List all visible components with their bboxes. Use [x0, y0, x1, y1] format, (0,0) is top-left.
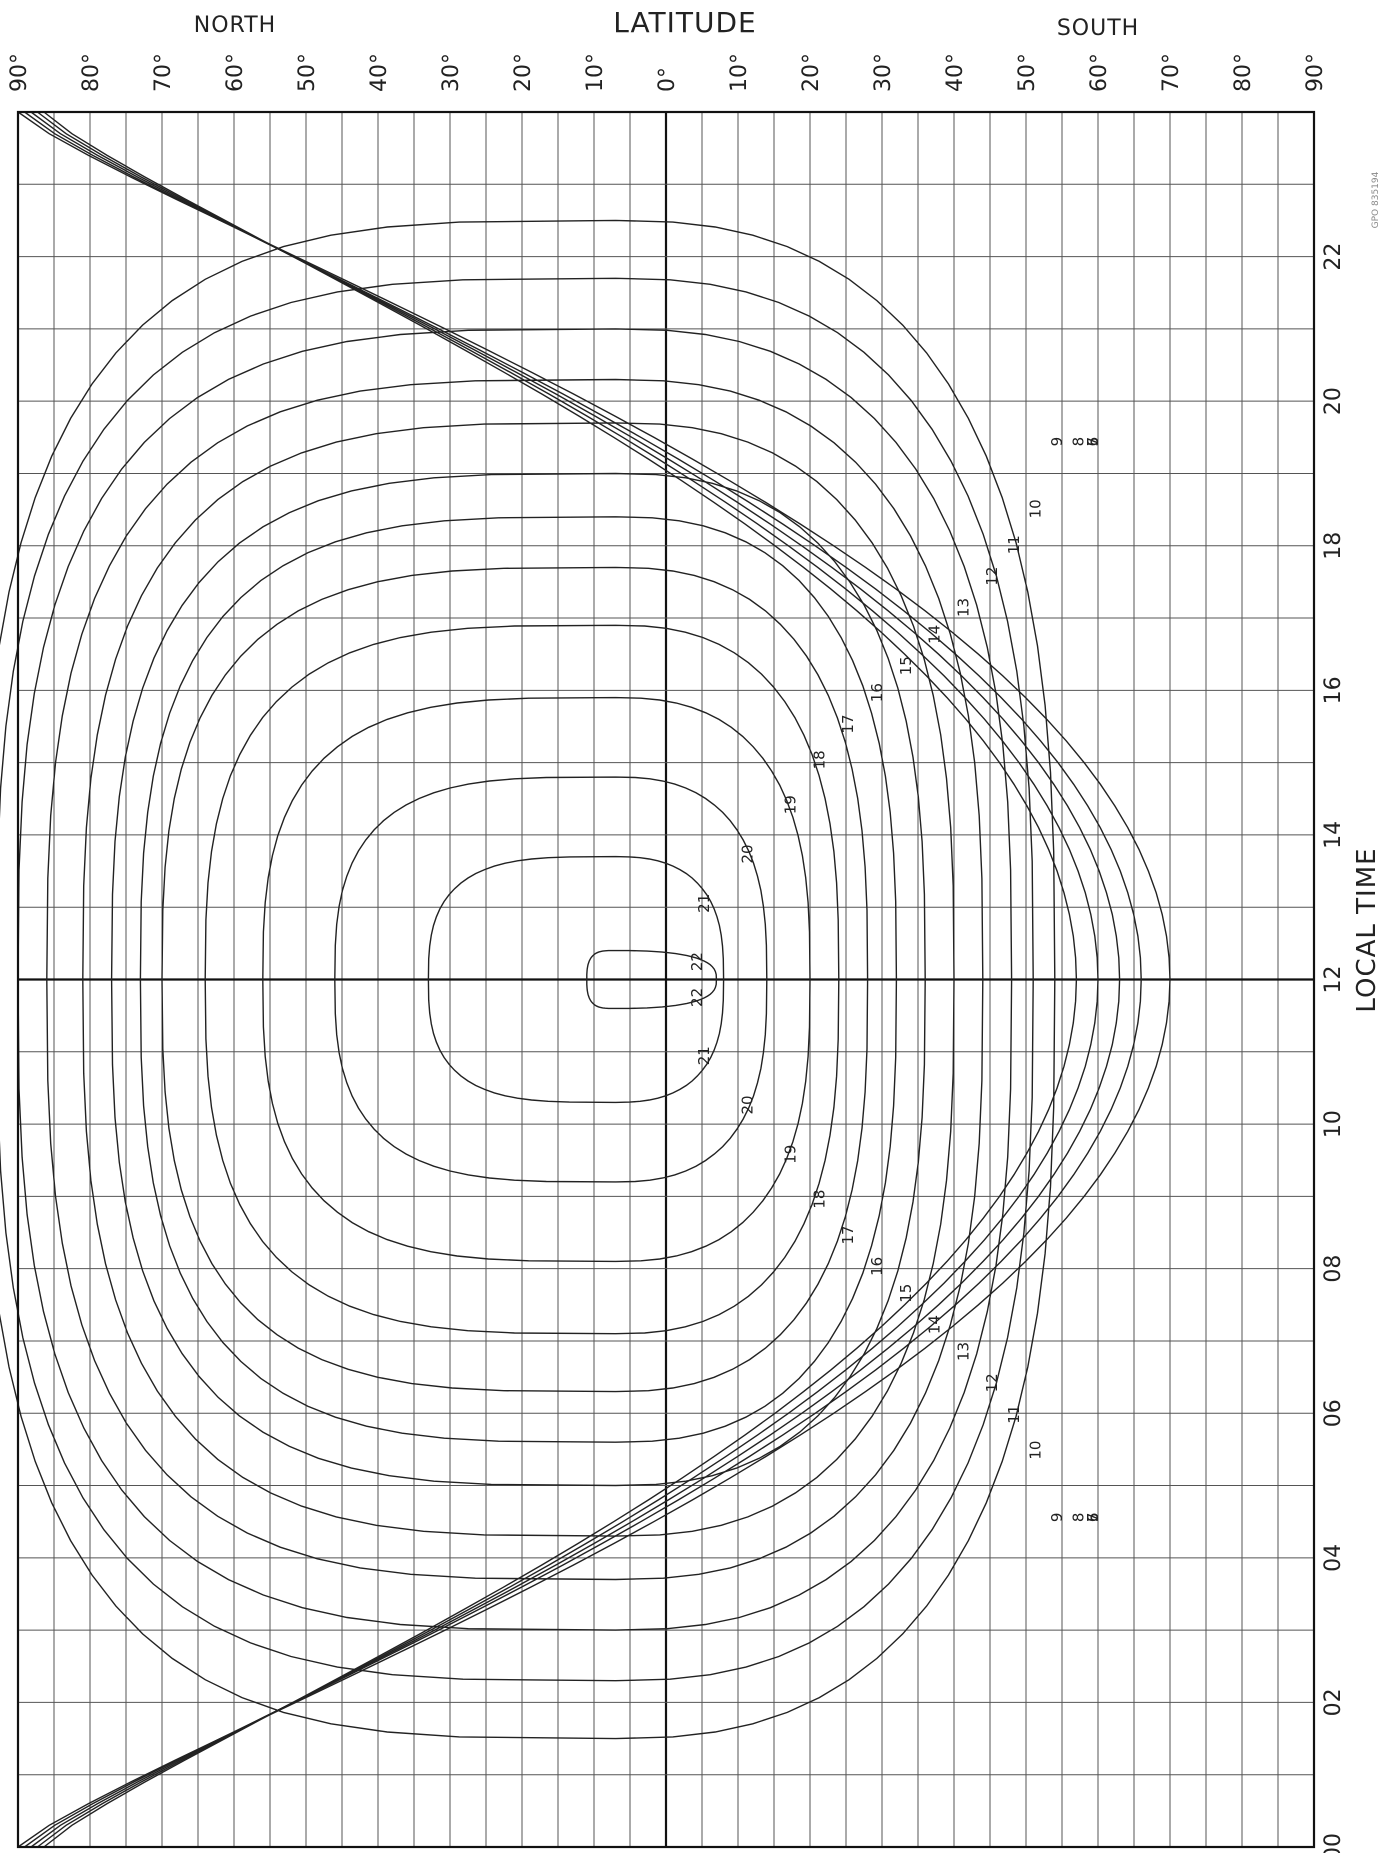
contour-label: 7 — [1084, 437, 1102, 447]
latitude-tick-label: 10° — [583, 53, 608, 92]
contour-label: 15 — [897, 656, 915, 675]
contour-line-17 — [161, 566, 869, 1393]
contour-label: 20 — [738, 1095, 756, 1114]
contour-label: 8 — [1070, 437, 1088, 447]
contour-label: 22 — [688, 952, 706, 971]
latitude-tick-label: 40° — [367, 53, 392, 92]
contour-label: 7 — [1084, 1513, 1102, 1523]
contour-label: 11 — [1005, 535, 1023, 554]
latitude-tick-label: 30° — [439, 53, 464, 92]
contour-label: 10 — [1026, 1441, 1044, 1460]
latitude-tick-label: 0° — [655, 67, 680, 92]
chart-title: LATITUDE — [613, 6, 756, 39]
contour-label: 22 — [688, 988, 706, 1007]
local-time-tick-label: 14 — [1321, 821, 1346, 849]
local-time-tick-label: 22 — [1321, 243, 1346, 271]
latitude-tick-label: 10° — [727, 53, 752, 92]
contour-label: 15 — [897, 1284, 915, 1303]
local-time-tick-label: 12 — [1321, 966, 1346, 994]
contour-label: 20 — [738, 844, 756, 863]
latitude-tick-label: 60° — [1087, 53, 1112, 92]
contour-label: 8 — [1070, 1513, 1088, 1523]
stamp: GPO 835194 — [1371, 171, 1381, 228]
contour-label: 21 — [695, 894, 713, 913]
contour-label: 6 — [1084, 1513, 1102, 1523]
y-axis-label: LOCAL TIME — [1352, 847, 1382, 1012]
contour-label: 21 — [695, 1046, 713, 1065]
latitude-tick-labels: 90° 80° 70° 60° 50° 40° 30° 20° 10° 0° 10° 20° 30° 40… — [7, 53, 1328, 92]
contour-line-9 — [43, 111, 1078, 1848]
latitude-tick-label: 50° — [1015, 53, 1040, 92]
contour-line-22 — [586, 949, 718, 1010]
contour-line-21 — [427, 855, 725, 1104]
latitude-tick-label: 40° — [943, 53, 968, 92]
local-time-tick-label: 06 — [1321, 1399, 1346, 1427]
latitude-tick-label: 90° — [7, 53, 32, 92]
south-label: SOUTH — [1057, 16, 1139, 41]
local-time-tick-label: 04 — [1321, 1544, 1346, 1572]
local-time-tick-label: 18 — [1321, 532, 1346, 560]
contour-label: 9 — [1048, 1513, 1066, 1523]
latitude-tick-label: 90° — [1303, 53, 1328, 92]
contour-line-15 — [110, 472, 926, 1487]
contour-line-7 — [30, 111, 1121, 1848]
latitude-tick-label: 70° — [1159, 53, 1184, 92]
contour-label: 16 — [868, 683, 886, 702]
contour-lines — [0, 111, 1171, 1848]
latitude-tick-label: 50° — [295, 53, 320, 92]
contour-line-16 — [139, 516, 898, 1443]
local-time-tick-label: 08 — [1321, 1255, 1346, 1283]
local-time-tick-label: 10 — [1321, 1110, 1346, 1138]
contour-label: 14 — [926, 1315, 944, 1334]
contour-label: 13 — [954, 1342, 972, 1361]
contour-line-18 — [204, 624, 840, 1335]
latitude-tick-label: 80° — [79, 53, 104, 92]
contour-line-14 — [82, 422, 955, 1537]
contour-line-6 — [24, 111, 1142, 1848]
local-time-tick-labels: 22 20 18 16 14 12 10 08 06 04 02 00 — [1321, 243, 1346, 1853]
contour-line-10 — [0, 219, 1056, 1740]
contour-line-11 — [0, 277, 1034, 1682]
local-time-tick-label: 20 — [1321, 387, 1346, 415]
contour-line-12 — [17, 328, 1013, 1631]
contour-line-20 — [334, 776, 768, 1183]
contour-label: 14 — [926, 625, 944, 644]
contour-label: 9 — [1048, 437, 1066, 447]
contour-label: 11 — [1005, 1405, 1023, 1424]
contour-line-5 — [17, 111, 1171, 1848]
contour-label: 13 — [954, 598, 972, 617]
latitude-tick-label: 30° — [871, 53, 896, 92]
contour-labels: 22 22 21 21 20 20 19 19 18 18 17 17 16 16 15 15 14 14 13 13… — [688, 437, 1102, 1522]
contour-label: 6 — [1084, 437, 1102, 447]
contour-line-19 — [262, 696, 811, 1263]
contour-label: 5 — [1084, 437, 1102, 447]
contour-line-13 — [46, 378, 984, 1581]
north-label: NORTH — [194, 13, 276, 38]
latitude-tick-label: 20° — [799, 53, 824, 92]
contour-label: 19 — [782, 795, 800, 814]
latitude-tick-label: 70° — [151, 53, 176, 92]
latitude-tick-label: 20° — [511, 53, 536, 92]
plot-frame — [16, 110, 1316, 1849]
contour-line-8 — [36, 111, 1099, 1848]
contour-label: 17 — [839, 1225, 857, 1244]
local-time-tick-label: 02 — [1321, 1688, 1346, 1716]
local-time-tick-label: 00 — [1321, 1833, 1346, 1853]
contour-label: 18 — [810, 1190, 828, 1209]
contour-label: 18 — [810, 750, 828, 769]
latitude-tick-label: 80° — [1231, 53, 1256, 92]
contour-label: 12 — [983, 567, 1001, 586]
contour-label: 17 — [839, 714, 857, 733]
contour-label: 16 — [868, 1257, 886, 1276]
contour-label: 12 — [983, 1373, 1001, 1392]
latitude-tick-label: 60° — [223, 53, 248, 92]
contour-label: 10 — [1026, 499, 1044, 518]
local-time-tick-label: 16 — [1321, 676, 1346, 704]
contour-label: 5 — [1084, 1513, 1102, 1523]
contour-label: 19 — [782, 1145, 800, 1164]
